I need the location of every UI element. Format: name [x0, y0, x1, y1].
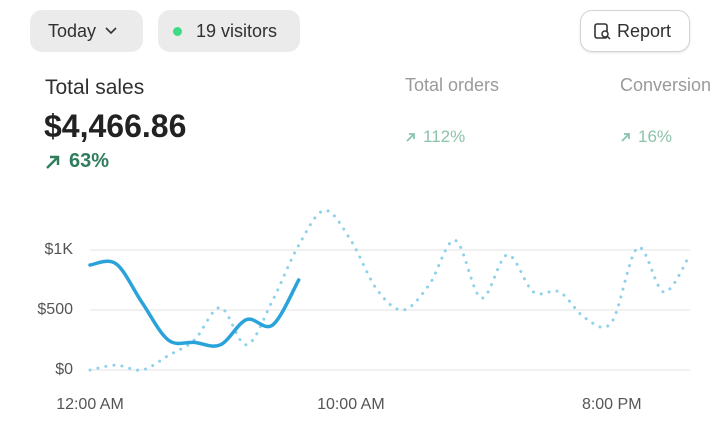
live-dot — [173, 26, 182, 36]
metric-change: 112% — [405, 127, 465, 147]
y-tick-label: $500 — [37, 301, 73, 318]
metric-change-value: 112% — [423, 127, 466, 146]
x-tick-label: 10:00 AM — [317, 396, 385, 413]
metric-change-value: 16% — [638, 127, 673, 146]
report-label: Report — [617, 20, 672, 41]
date-button-label: Today — [48, 20, 97, 41]
visitors-pill[interactable]: 19 visitors — [158, 10, 300, 52]
metric-change-value: 63% — [69, 150, 110, 172]
metric-change: 63% — [45, 150, 109, 173]
date-button[interactable]: Today — [30, 10, 143, 52]
metric-label: Conversion — [620, 75, 712, 95]
report-icon — [594, 23, 611, 40]
series-line — [88, 259, 301, 348]
x-tick-label: 8:00 PM — [582, 396, 642, 413]
report-button[interactable]: Report — [580, 10, 690, 52]
x-tick-label: 12:00 AM — [56, 396, 124, 413]
up-arrow — [46, 155, 60, 169]
visitors-label: 19 visitors — [196, 20, 278, 41]
series-line — [88, 208, 692, 372]
metric-label: Total orders — [405, 75, 500, 95]
y-tick-label: $0 — [55, 361, 73, 378]
metric-label: Total sales — [45, 76, 145, 99]
up-arrow — [406, 133, 415, 142]
y-tick-label: $1K — [45, 241, 74, 258]
metric-value: $4,466.86 — [44, 108, 187, 144]
chevron-icon — [105, 27, 117, 35]
up-arrow — [621, 133, 630, 142]
metric-change: 16% — [620, 127, 672, 147]
